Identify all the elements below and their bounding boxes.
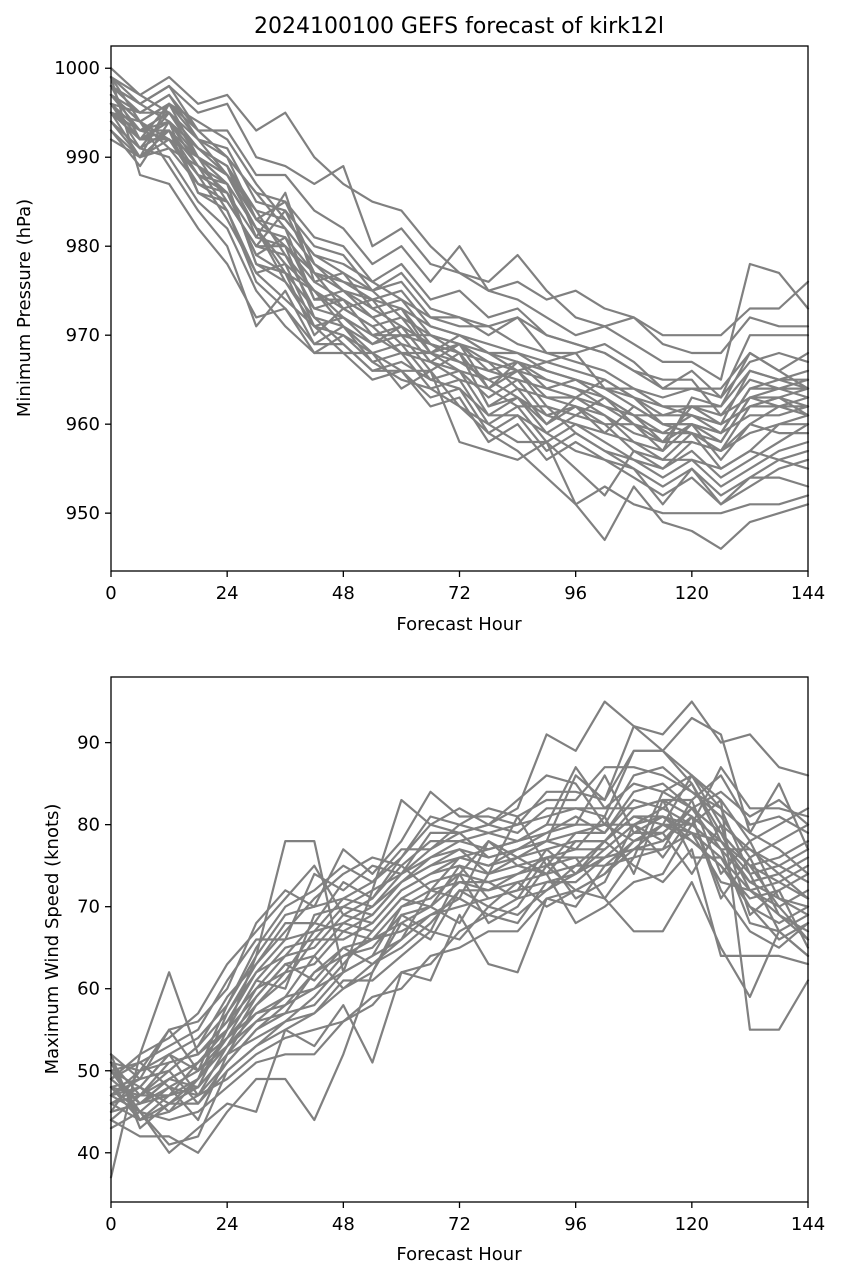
wind-member-line-11 — [109, 880, 810, 1154]
wind-panel: 0 24 48 72 96 120 144 40 50 60 70 80 90 Forecast Hou… — [42, 676, 825, 1265]
wind-y-tick-label: 70 — [77, 897, 100, 918]
pressure-member-line-3 — [109, 84, 810, 381]
pressure-x-tick-label: 0 — [105, 583, 116, 604]
pressure-y-tick-label: 980 — [66, 236, 100, 257]
wind-member-line-27 — [109, 815, 810, 1113]
pressure-x-tick-label: 144 — [791, 583, 825, 604]
pressure-y-axis-label: Minimum Pressure (hPa) — [14, 199, 35, 417]
wind-y-tick-label: 50 — [77, 1061, 100, 1082]
wind-plot-frame — [110, 676, 809, 1203]
wind-y-tick-label: 80 — [77, 815, 100, 836]
wind-x-tick-label: 0 — [105, 1214, 116, 1235]
pressure-member-line-26 — [109, 120, 810, 506]
pressure-member-lines — [109, 67, 810, 550]
wind-member-line-31 — [109, 815, 810, 1105]
pressure-member-line-16 — [109, 75, 810, 515]
wind-x-tick-label: 48 — [332, 1214, 355, 1235]
pressure-ticks: 0 24 48 72 96 120 144 950 960 970 980 990 1000 — [54, 58, 825, 604]
wind-member-line-23 — [109, 749, 810, 1081]
pressure-member-line-30 — [109, 84, 810, 426]
pressure-y-tick-label: 990 — [66, 147, 100, 168]
wind-member-line-29 — [109, 774, 810, 1105]
wind-x-axis-label: Forecast Hour — [396, 1244, 522, 1265]
pressure-panel: 2024100100 GEFS forecast of kirk12l 0 24 4… — [14, 14, 825, 635]
pressure-member-line-27 — [109, 93, 810, 497]
pressure-member-line-15 — [109, 120, 810, 506]
wind-x-tick-label: 72 — [448, 1214, 471, 1235]
pressure-x-tick-label: 96 — [564, 583, 587, 604]
wind-x-tick-label: 96 — [564, 1214, 587, 1235]
pressure-x-axis-label: Forecast Hour — [396, 614, 522, 635]
wind-member-line-28 — [109, 774, 810, 1072]
wind-member-line-26 — [109, 798, 810, 1113]
pressure-y-tick-label: 1000 — [54, 58, 100, 79]
wind-y-tick-label: 40 — [77, 1143, 100, 1164]
pressure-member-line-31 — [109, 111, 810, 399]
pressure-x-tick-label: 72 — [448, 583, 471, 604]
wind-member-lines — [109, 700, 810, 1179]
wind-y-axis-label: Maximum Wind Speed (knots) — [42, 804, 63, 1075]
wind-x-tick-label: 144 — [791, 1214, 825, 1235]
pressure-y-tick-label: 950 — [66, 503, 100, 524]
wind-member-line-25 — [109, 766, 810, 1081]
pressure-member-line-28 — [109, 102, 810, 452]
wind-member-line-2 — [109, 716, 810, 1113]
wind-x-tick-label: 24 — [216, 1214, 239, 1235]
pressure-x-tick-label: 120 — [675, 583, 709, 604]
pressure-y-tick-label: 970 — [66, 325, 100, 346]
pressure-y-tick-label: 960 — [66, 414, 100, 435]
wind-y-tick-label: 60 — [77, 979, 100, 1000]
wind-y-tick-label: 90 — [77, 733, 100, 754]
wind-member-line-30 — [109, 790, 810, 1122]
wind-ticks: 0 24 48 72 96 120 144 40 50 60 70 80 90 — [77, 733, 825, 1235]
pressure-x-tick-label: 48 — [332, 583, 355, 604]
wind-member-line-16 — [109, 815, 810, 1113]
pressure-member-line-2 — [109, 75, 810, 355]
wind-x-tick-label: 120 — [675, 1214, 709, 1235]
chart-title: 2024100100 GEFS forecast of kirk12l — [254, 14, 664, 39]
pressure-member-line-19 — [109, 102, 810, 417]
pressure-x-tick-label: 24 — [216, 583, 239, 604]
pressure-plot-frame — [110, 45, 809, 572]
pressure-member-line-29 — [109, 75, 810, 435]
